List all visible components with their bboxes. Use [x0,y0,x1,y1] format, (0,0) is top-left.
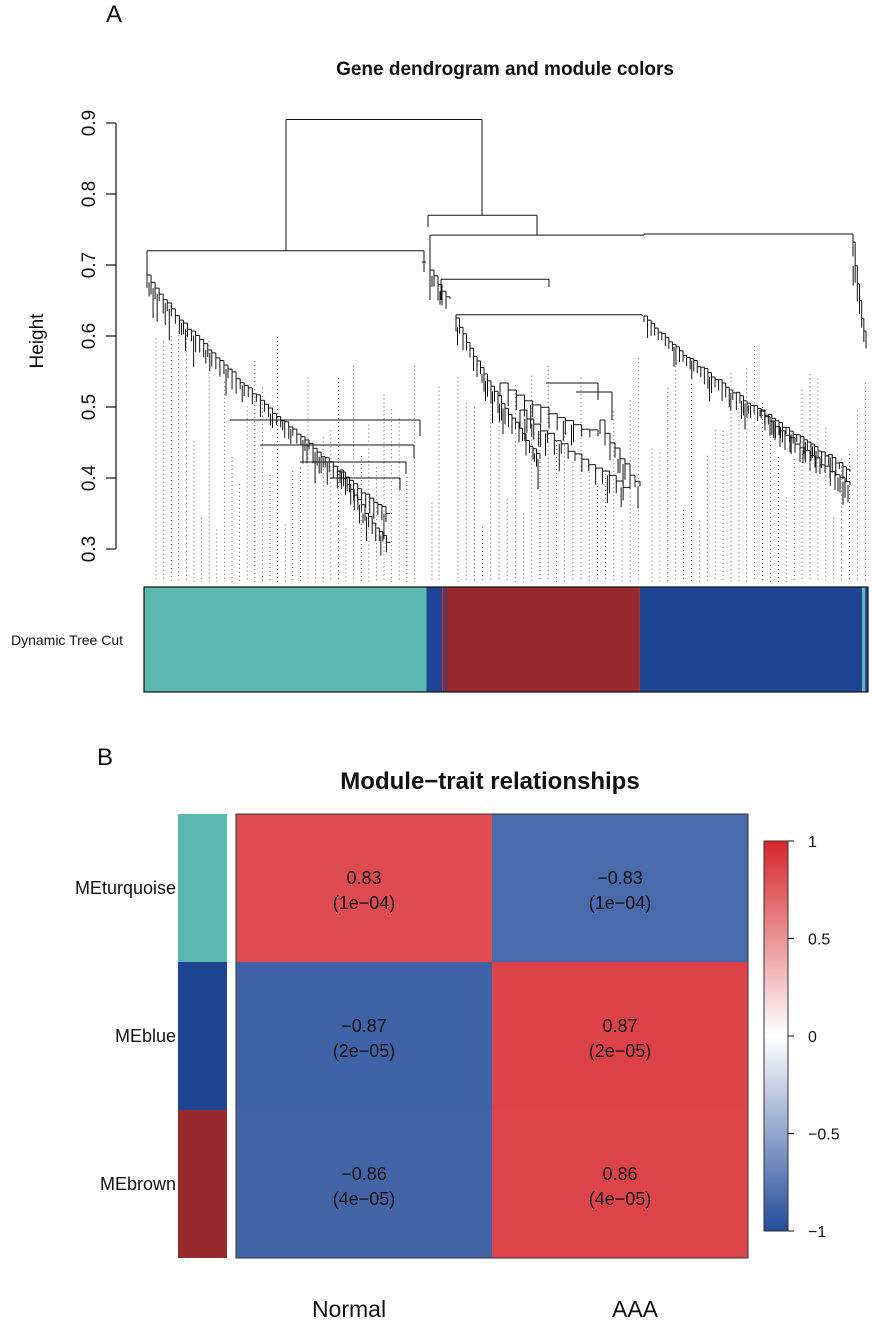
module-segment-turquoise [862,587,866,692]
y-tick-label: 0.6 [79,323,100,349]
heatmap-cell [236,814,492,962]
y-tick-label: 0.7 [79,252,100,278]
module-trait-heatmap: MEturquoise 0.83 (1e−04) −0.83 (1e−04) MEblue… [75,813,749,1321]
dendrogram-tree [146,118,867,556]
cell-value-label: −0.83 [597,868,643,888]
cell-pvalue-label: (1e−04) [333,893,396,913]
cell-value-label: −0.86 [341,1164,387,1184]
heatmap-frame [235,813,749,1259]
heatmap-cell [492,1110,748,1258]
y-tick-label: 0.9 [79,110,100,136]
cell-pvalue-label: (4e−05) [589,1189,652,1209]
row-color-swatch-blue [178,962,227,1110]
cell-pvalue-label: (4e−05) [333,1189,396,1209]
heatmap-cell [492,814,748,962]
cell-value-label: −0.87 [341,1016,387,1036]
y-tick-label: 0.4 [79,464,100,491]
colorbar-tick-label: 0.5 [808,932,830,949]
dendrogram-leaf-lines [155,330,866,582]
module-color-bar [143,586,869,693]
colorbar-tick-label: −0.5 [808,1127,840,1144]
colorbar-tick-label: 1 [808,834,817,851]
y-tick-label: 0.8 [79,181,100,207]
color-bar-frame [143,586,869,693]
y-tick-label: 0.5 [79,394,100,420]
heatmap-title: Module−trait relationships [340,768,639,795]
module-segment-brown [442,587,640,692]
cell-pvalue-label: (2e−05) [589,1041,652,1061]
module-segment-blue [639,587,863,692]
cell-value-label: 0.86 [602,1164,637,1184]
colorbar-legend: 1 0.5 0 −0.5 −1 [763,834,840,1241]
colorbar-tick-label: −1 [808,1224,826,1241]
y-axis-ticks: 0.3 0.4 0.5 0.6 0.7 0.8 0.9 [79,110,116,562]
row-color-swatch-brown [178,1110,227,1258]
color-bar-label: Dynamic Tree Cut [11,632,123,648]
column-label: Normal [312,1296,386,1321]
colorbar-gradient [763,840,789,1232]
panel-a-label: A [106,1,122,28]
module-segment-turquoise [144,587,427,692]
row-label: MEturquoise [75,878,176,898]
column-label: AAA [612,1296,659,1321]
module-segment-blue [865,587,868,692]
panel-b-label: B [97,744,113,771]
cell-pvalue-label: (1e−04) [589,893,652,913]
y-tick-label: 0.3 [79,536,100,562]
row-color-swatch-turquoise [178,814,227,962]
row-label: MEbrown [100,1174,176,1194]
colorbar-tick-label: 0 [808,1029,817,1046]
row-label: MEblue [115,1026,176,1046]
dendrogram-title: Gene dendrogram and module colors [336,59,674,80]
heatmap-cell [236,1110,492,1258]
cell-value-label: 0.87 [602,1016,637,1036]
heatmap-cell [236,962,492,1110]
y-axis-label: Height [27,313,48,369]
cell-value-label: 0.83 [346,868,381,888]
heatmap-cell [492,962,748,1110]
cell-pvalue-label: (2e−05) [333,1041,396,1061]
